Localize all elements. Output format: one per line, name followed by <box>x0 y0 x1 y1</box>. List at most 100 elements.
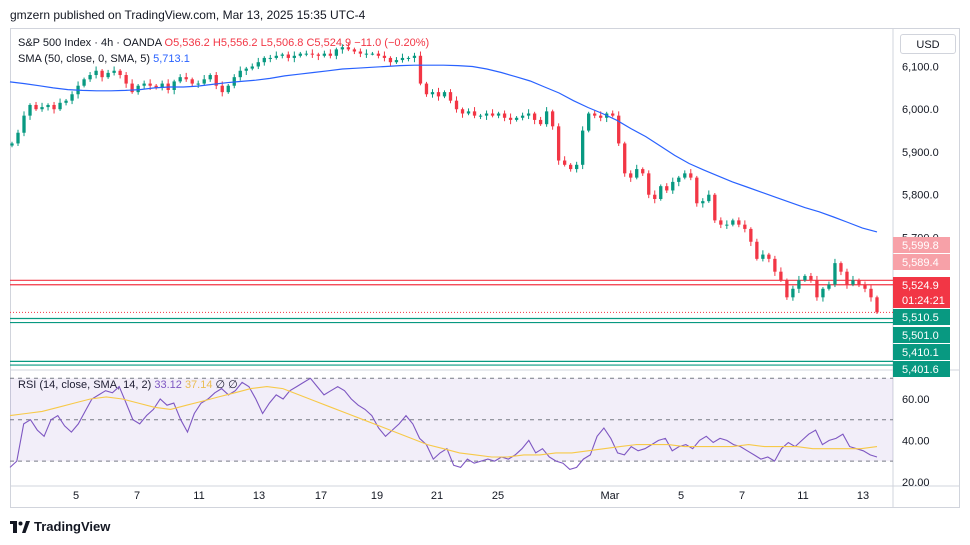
candle-body <box>496 113 501 116</box>
price-tick-label: 6,000.0 <box>902 104 939 116</box>
candle-body <box>659 186 663 199</box>
candle-body <box>611 113 615 116</box>
candle-body <box>562 160 567 165</box>
tradingview-logo[interactable]: TradingView <box>10 519 110 534</box>
candle-body <box>376 53 381 56</box>
rsi-ma-line <box>9 386 878 458</box>
candle-body <box>568 164 573 170</box>
candle-body <box>653 194 657 199</box>
candle-body <box>40 107 44 110</box>
candle-body <box>839 263 843 272</box>
candle-body <box>52 104 56 110</box>
candle-body <box>466 111 471 114</box>
candle-body <box>94 70 98 76</box>
candle-body <box>875 297 879 313</box>
candle-body <box>370 53 375 55</box>
candle-body <box>719 220 723 225</box>
candle-body <box>821 288 825 298</box>
candle-body <box>106 72 110 78</box>
candle-body <box>244 68 248 71</box>
candle-body <box>358 51 363 54</box>
candle-body <box>304 53 308 55</box>
sma-legend[interactable]: SMA (50, close, 0, SMA, 5) 5,713.1 <box>18 52 190 66</box>
candle-body <box>292 55 296 58</box>
candle-body <box>785 280 789 298</box>
candle-body <box>641 169 645 174</box>
candle-body <box>737 220 741 225</box>
support-price-tag <box>893 344 950 360</box>
candle-body <box>593 113 597 116</box>
time-tick-label: 5 <box>678 490 684 502</box>
candle-body <box>34 104 38 110</box>
time-tick-label: 7 <box>134 490 140 502</box>
rsi-tick-label: 20.00 <box>902 477 930 489</box>
candle-body <box>220 85 224 93</box>
candle-body <box>713 194 717 221</box>
candle-body <box>472 111 477 116</box>
price-tick-label: 5,800.0 <box>902 190 939 202</box>
candle-body <box>334 49 339 56</box>
support-price-label: 5,501.0 <box>902 330 939 342</box>
candle-body <box>160 83 164 88</box>
candle-body <box>418 55 423 84</box>
candle-body <box>22 115 26 133</box>
last-price-tag <box>893 277 950 293</box>
candle-body <box>64 100 68 103</box>
support-price-label: 5,510.5 <box>902 312 939 324</box>
candle-body <box>436 92 441 97</box>
candle-body <box>142 83 146 86</box>
candle-body <box>749 228 753 242</box>
candle-body <box>635 169 639 178</box>
candle-body <box>815 280 819 298</box>
candle-body <box>46 104 50 108</box>
candle-body <box>280 54 284 56</box>
candle-body <box>208 75 212 80</box>
support-price-label: 5,410.1 <box>902 347 939 359</box>
currency-button[interactable]: USD <box>900 34 956 54</box>
candle-body <box>130 83 134 93</box>
candle-body <box>148 83 152 86</box>
candle-body <box>520 115 525 118</box>
candle-body <box>406 57 411 59</box>
candle-body <box>394 60 399 63</box>
candle-body <box>845 271 849 285</box>
candle-body <box>701 201 705 204</box>
time-tick-label: 21 <box>431 490 443 502</box>
candle-body <box>857 280 861 285</box>
tradingview-brand: TradingView <box>34 519 111 534</box>
candle-body <box>695 177 699 204</box>
time-tick-label: 13 <box>253 490 265 502</box>
rsi-ma-value: 37.14 <box>184 379 213 391</box>
support-price-tag <box>893 309 950 325</box>
candle-body <box>791 288 795 298</box>
candle-body <box>671 181 675 191</box>
candle-body <box>388 57 393 63</box>
candle-body <box>647 173 651 195</box>
candle-body <box>767 254 771 259</box>
candle-body <box>863 284 867 289</box>
symbol-legend[interactable]: S&P 500 Index · 4h · OANDA O5,536.2 H5,5… <box>18 36 429 50</box>
candle-body <box>226 85 230 93</box>
resistance-price-tag <box>893 237 950 253</box>
candle-body <box>310 53 314 55</box>
candle-body <box>460 109 465 114</box>
candle-body <box>268 57 272 59</box>
candle-body <box>118 70 122 76</box>
candle-body <box>316 54 321 56</box>
candle-body <box>617 115 621 144</box>
candle-body <box>250 66 254 69</box>
candle-body <box>364 53 369 55</box>
candle-body <box>484 113 489 116</box>
candle-body <box>172 81 176 90</box>
symbol-name: S&P 500 Index · 4h · OANDA <box>18 37 162 49</box>
candle-body <box>400 57 405 61</box>
rsi-value: 33.12 <box>154 379 182 391</box>
candle-body <box>442 92 447 97</box>
candle-body <box>827 284 831 289</box>
candle-body <box>689 173 693 178</box>
candle-body <box>629 173 633 178</box>
candle-body <box>424 83 429 95</box>
candle-body <box>803 275 807 281</box>
candle-body <box>575 164 579 170</box>
